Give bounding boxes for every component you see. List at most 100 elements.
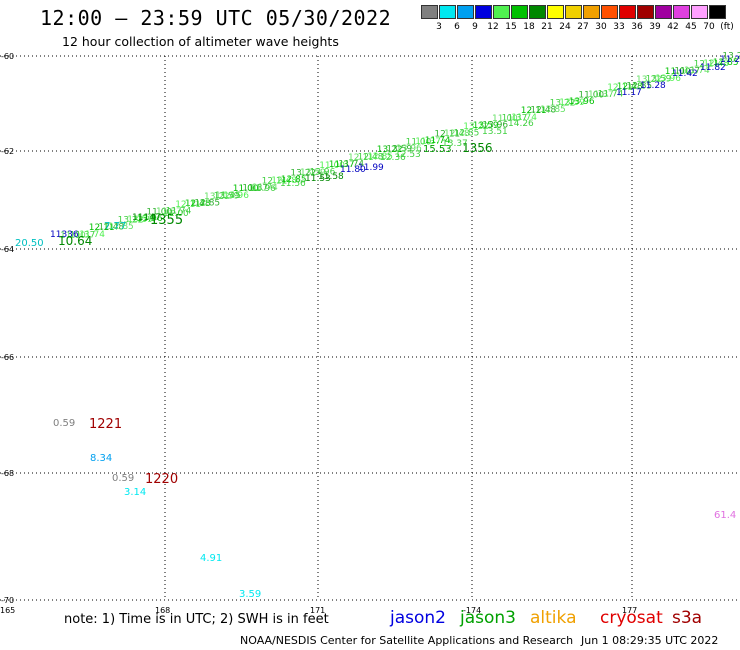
lon-tick-label: 177 — [622, 606, 637, 615]
track-wave-value: 11.74 — [598, 89, 624, 99]
legend-swatch — [493, 5, 510, 19]
track-wave-value: 11.37 — [242, 184, 268, 194]
satellite-s3a: s3a — [672, 608, 703, 628]
wave-height-label: 11.35 — [185, 199, 211, 209]
track-wave-value: 12.48 — [617, 82, 643, 92]
track-wave-value: 13.22 — [636, 75, 662, 85]
track-wave-value: 11.74 — [684, 66, 710, 76]
legend-label: 6 — [454, 22, 460, 32]
track-wave-value: 12.11 — [434, 130, 460, 140]
wave-height-label: 14.26 — [508, 119, 534, 129]
map-title: 12:00 – 23:59 UTC 05/30/2022 — [40, 6, 392, 30]
legend-unit: (ft) — [720, 22, 734, 32]
track-wave-value: 13.22 — [290, 169, 316, 179]
wave-height-label: 11.58 — [318, 172, 344, 182]
lat-tick-label: -60 — [1, 52, 14, 61]
legend-swatch — [691, 5, 708, 19]
lat-tick-label: -68 — [1, 469, 14, 478]
wave-height-label: 11.82 — [700, 63, 726, 73]
track-wave-value: 11.00 — [492, 114, 518, 124]
track-wave-value: 12.85 — [281, 175, 307, 185]
lon-tick-label: 171 — [310, 606, 325, 615]
track-wave-value: 12.11 — [521, 106, 547, 116]
track-wave-value: 12.48 — [98, 223, 124, 233]
track-wave-value: 12.48 — [530, 106, 556, 116]
track-wave-value: 11.00 — [233, 184, 259, 194]
wave-height-label: 3.14 — [124, 487, 146, 498]
track-wave-value: 13.96 — [223, 191, 249, 201]
track-wave-value: 11.00 — [60, 231, 86, 241]
track-wave-value: 13.59 — [127, 215, 153, 225]
track-wave-value: 13.96 — [569, 97, 595, 107]
wave-height-label: 12.36 — [380, 153, 406, 163]
track-wave-value: 13.22 — [377, 145, 403, 155]
legend-label: 9 — [472, 22, 478, 32]
legend-label: 24 — [559, 22, 571, 32]
wave-height-label: 1220 — [145, 472, 178, 487]
satellite-altika: altika — [530, 608, 577, 628]
lat-tick-label: -70 — [1, 596, 14, 605]
legend-label: 3 — [436, 22, 442, 32]
legend-swatch — [673, 5, 690, 19]
track-wave-value: 13.59 — [473, 121, 499, 131]
satellite-jason2: jason2 — [390, 608, 446, 628]
legend-label: 39 — [649, 22, 661, 32]
wave-height-label: 11.00 — [163, 209, 189, 219]
wave-height-label: 11.56 — [280, 179, 306, 189]
track-wave-value: 12.11 — [607, 83, 633, 93]
wave-height-label: 0.59 — [53, 418, 75, 429]
lat-tick-label: -64 — [1, 245, 14, 254]
wave-height-observations: 20.501133610.647.7711147135511.0011.3511… — [15, 55, 740, 600]
wave-height-label: 10.64 — [58, 234, 92, 248]
track-wave-value: 13.59 — [300, 168, 326, 178]
track-wave-value: 12.85 — [194, 199, 220, 209]
legend-label: 12 — [487, 22, 499, 32]
track-wave-value: 13.96 — [310, 167, 336, 177]
track-wave-value: 12.48 — [185, 199, 211, 209]
track-wave-value: 13.59 — [386, 145, 412, 155]
track-wave-value: 12.85 — [367, 152, 393, 162]
lat-tick-label: -62 — [1, 147, 14, 156]
legend-swatch — [709, 5, 726, 19]
legend-swatch — [565, 5, 582, 19]
track-wave-value: 11.37 — [415, 137, 441, 147]
legend-swatch — [547, 5, 564, 19]
legend-swatch — [637, 5, 654, 19]
legend-label: 15 — [505, 22, 517, 32]
track-wave-value: 13.96 — [482, 121, 508, 131]
track-wave-value: 11.00 — [319, 161, 345, 171]
lon-tick-label: -174 — [463, 606, 481, 615]
wave-height-label: 12.53 — [395, 150, 421, 160]
track-wave-value: 13.22 — [204, 192, 230, 202]
legend-swatch — [583, 5, 600, 19]
track-wave-value: 11.37 — [674, 67, 700, 77]
wave-height-label: 11.96 — [250, 184, 276, 194]
wave-height-label: 11.99 — [358, 163, 384, 173]
legend-swatch — [619, 5, 636, 19]
track-wave-value: 13.59 — [214, 191, 240, 201]
track-wave-value: 12.85 — [540, 105, 566, 115]
track-wave-value: 12.11 — [348, 153, 374, 163]
track-wave-value: 13.22 — [463, 122, 489, 132]
map-subtitle: 12 hour collection of altimeter wave hei… — [62, 34, 339, 49]
legend-swatch — [655, 5, 672, 19]
track-wave-value: 11.37 — [588, 90, 614, 100]
track-wave-value: 11.37 — [502, 113, 528, 123]
map-grid — [0, 55, 740, 601]
wave-height-label: 11.42 — [672, 69, 698, 79]
track-wave-value: 13.22 — [722, 52, 740, 62]
wave-height-label: 15.53 — [423, 144, 452, 155]
track-wave-value: 11.37 — [329, 160, 355, 170]
track-wave-value: 11.74 — [511, 113, 537, 123]
track-wave-value: 12.48 — [444, 129, 470, 139]
wave-height-label: 13.51 — [482, 127, 508, 137]
legend-label: 70 — [703, 22, 715, 32]
legend-swatch — [475, 5, 492, 19]
legend-swatch — [601, 5, 618, 19]
track-wave-value: 12.11 — [89, 223, 115, 233]
track-wave-value: 11.74 — [425, 136, 451, 146]
track-wave-value: 13.96 — [137, 214, 163, 224]
track-wave-value: 11.00 — [578, 91, 604, 101]
